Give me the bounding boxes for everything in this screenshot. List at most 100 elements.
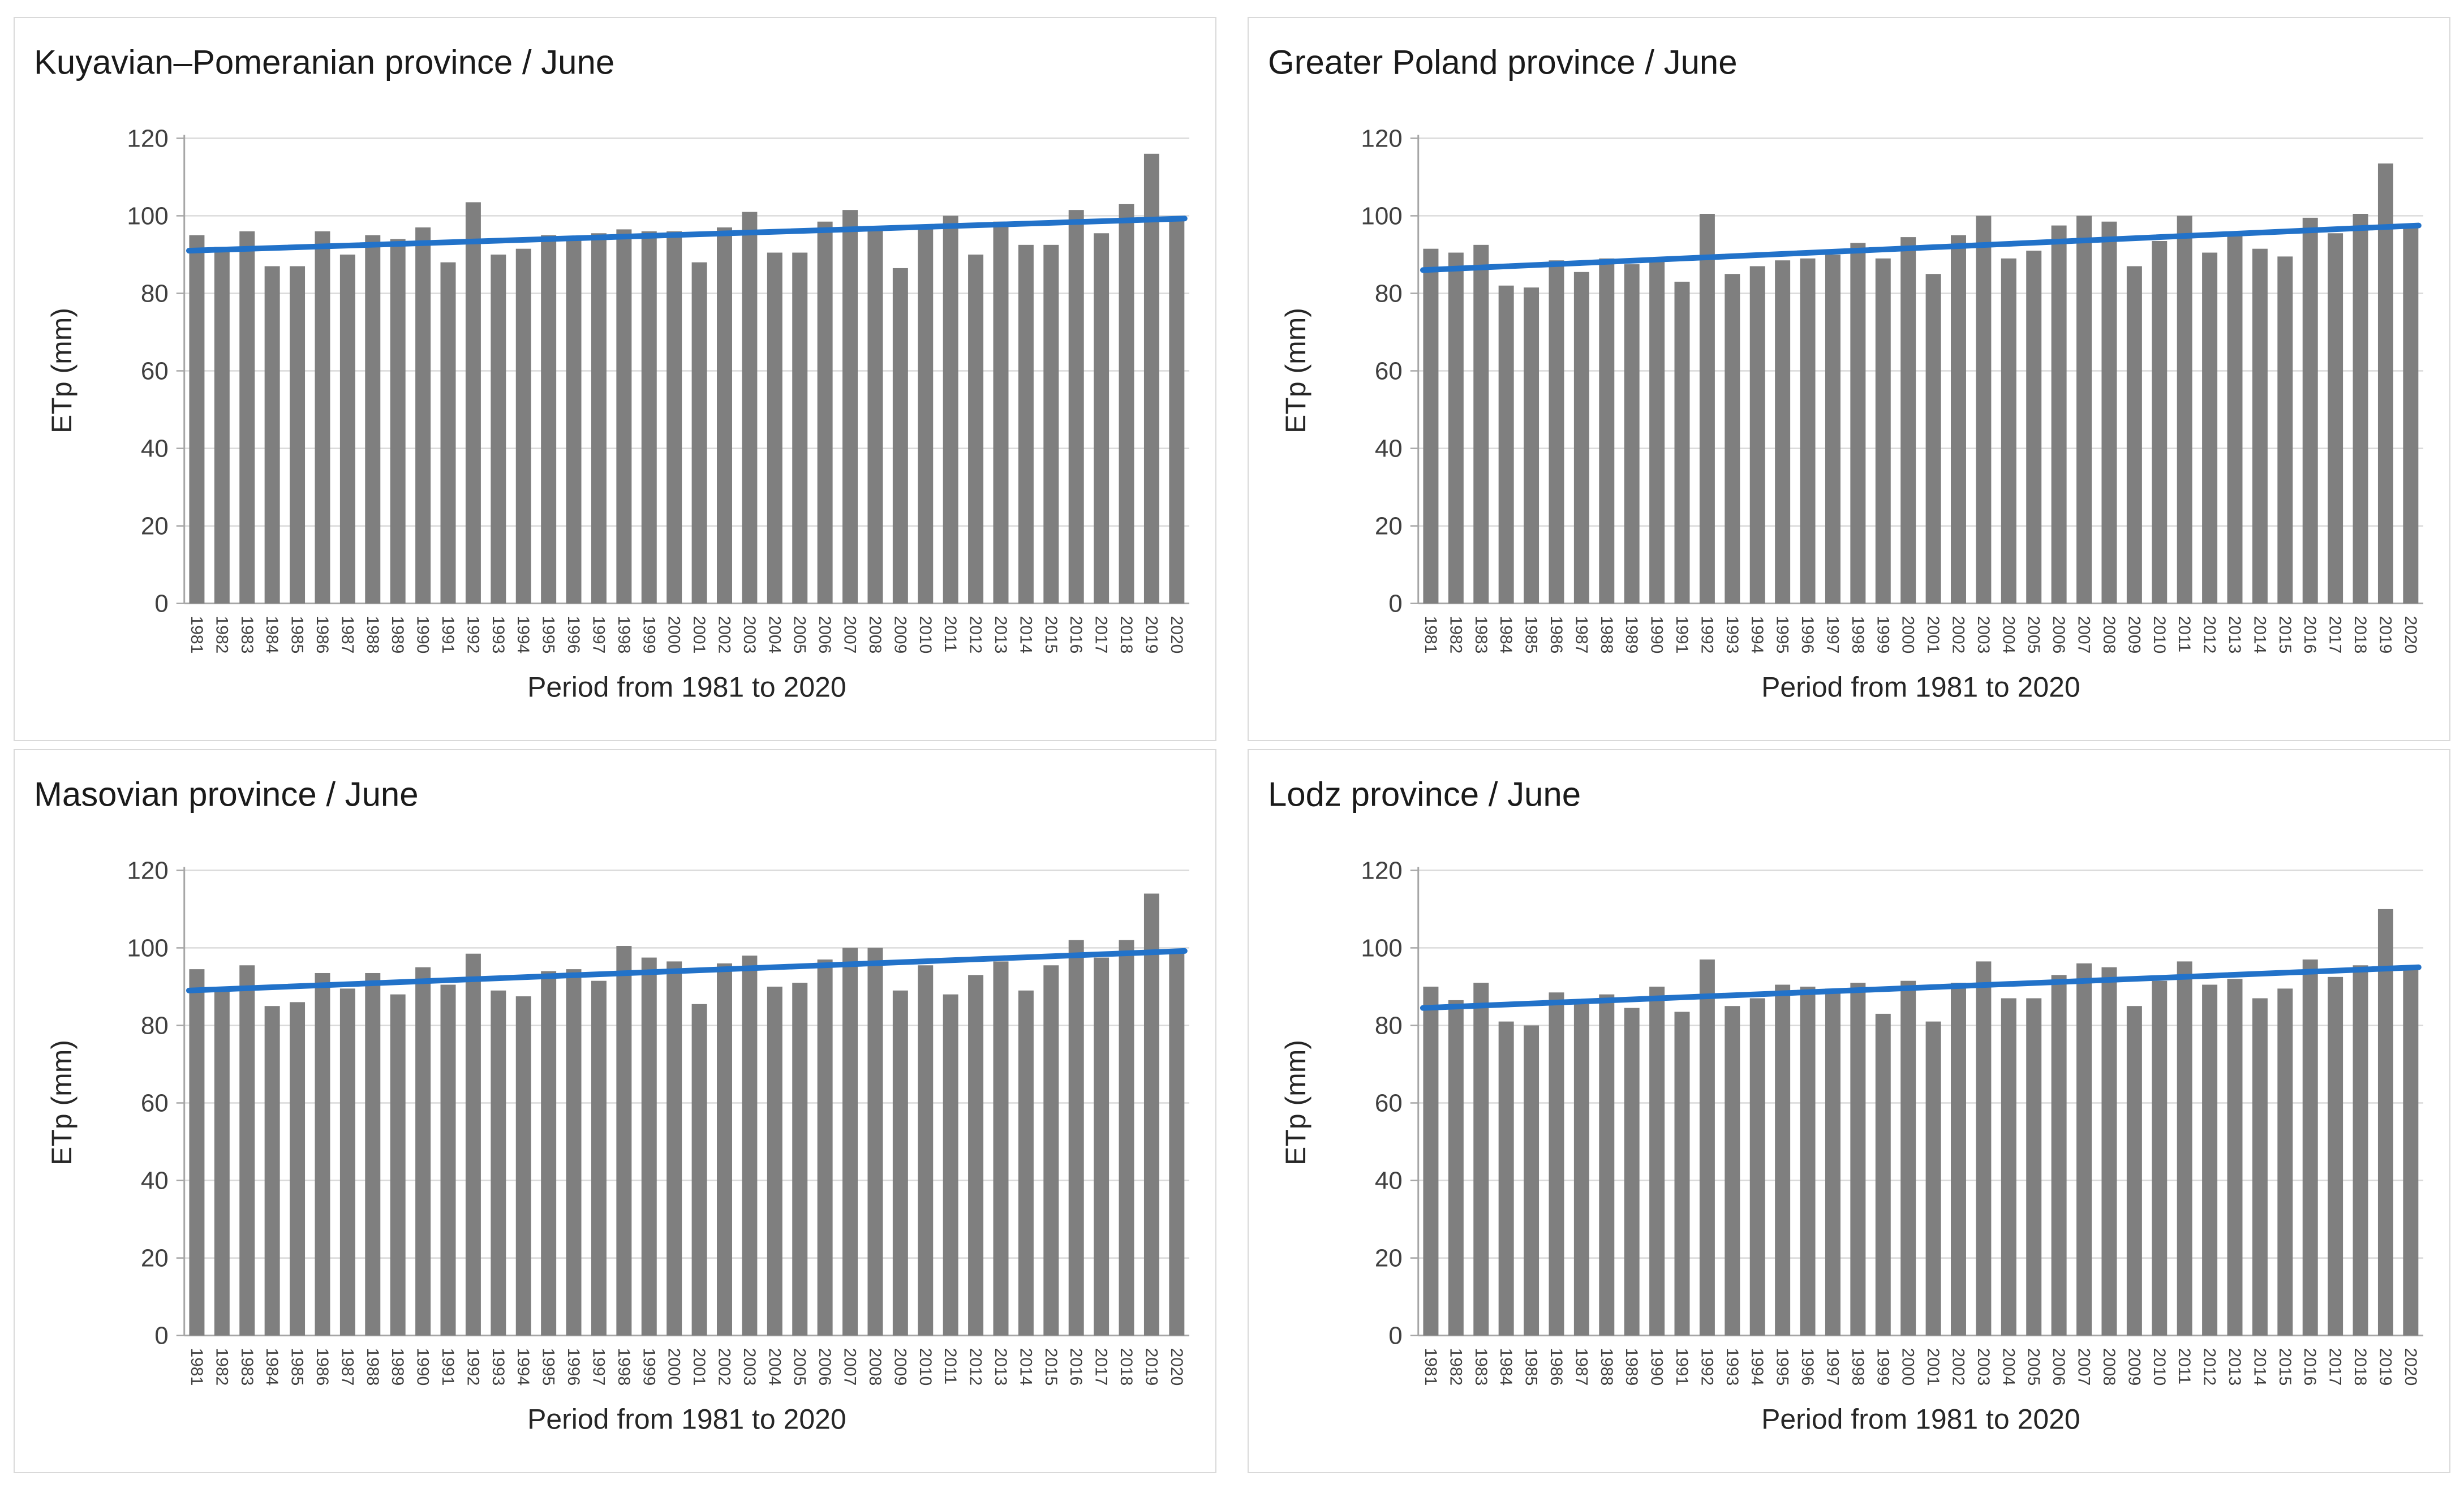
y-tick-label-120: 120 <box>127 857 168 884</box>
bar-2004 <box>2001 998 2016 1336</box>
bar-1988 <box>365 235 381 604</box>
bar-1999 <box>1875 258 1891 604</box>
x-tick-label-2015: 2015 <box>1042 616 1060 654</box>
x-tick-label-1983: 1983 <box>238 616 256 654</box>
x-tick-label-2019: 2019 <box>2376 616 2394 654</box>
bar-1994 <box>1749 998 1765 1336</box>
bar-1984 <box>264 1006 280 1336</box>
bar-2004 <box>767 986 782 1336</box>
trend-line <box>186 948 1188 993</box>
x-tick-label-1985: 1985 <box>288 616 307 654</box>
x-tick-label-2020: 2020 <box>1167 1348 1186 1386</box>
x-tick-label-2007: 2007 <box>841 1348 859 1386</box>
x-tick-label-2018: 2018 <box>1117 616 1136 654</box>
x-tick-label-1998: 1998 <box>1848 1348 1867 1386</box>
x-tick-label-2015: 2015 <box>2276 1348 2294 1386</box>
x-tick-label-2002: 2002 <box>1949 1348 1968 1386</box>
bar-1997 <box>1825 254 1841 604</box>
bar-1985 <box>290 1002 306 1336</box>
bar-1988 <box>1599 258 1615 604</box>
x-tick-label-2006: 2006 <box>815 616 834 654</box>
bar-1997 <box>591 233 607 604</box>
y-tick-label-120: 120 <box>1361 124 1402 152</box>
bar-2019 <box>1143 893 1159 1336</box>
bar-1995 <box>541 971 557 1336</box>
x-tick-label-1987: 1987 <box>338 1348 356 1386</box>
x-tick-label-1987: 1987 <box>1572 616 1590 654</box>
x-tick-label-2010: 2010 <box>2150 616 2169 654</box>
y-tick-label-20: 20 <box>1375 513 1403 540</box>
x-tick-label-2003: 2003 <box>740 1348 759 1386</box>
x-tick-label-2014: 2014 <box>2250 616 2269 654</box>
x-tick-label-2012: 2012 <box>2200 616 2219 654</box>
x-tick-label-2005: 2005 <box>790 616 809 654</box>
y-tick-label-80: 80 <box>141 1012 169 1039</box>
x-tick-label-1999: 1999 <box>639 1348 658 1386</box>
x-tick-label-2005: 2005 <box>2024 616 2043 654</box>
chart-title: Greater Poland province / June <box>1268 44 1738 81</box>
chart-title: Lodz province / June <box>1268 776 1581 814</box>
bar-1981 <box>189 969 205 1336</box>
x-tick-label-2011: 2011 <box>941 1348 960 1384</box>
bar-2005 <box>792 983 808 1336</box>
bar-2016 <box>1068 210 1084 604</box>
y-axis-title: ETp (mm) <box>1280 308 1311 433</box>
bar-2008 <box>867 948 883 1336</box>
bar-1982 <box>1448 252 1464 604</box>
y-axis-title: ETp (mm) <box>46 1040 78 1165</box>
x-tick-label-1984: 1984 <box>263 616 281 654</box>
x-tick-label-1989: 1989 <box>1622 616 1641 654</box>
bar-1988 <box>365 973 381 1336</box>
bar-1995 <box>541 235 557 604</box>
bar-1999 <box>1875 1013 1891 1336</box>
bar-2000 <box>666 961 682 1336</box>
bar-1993 <box>1725 274 1740 604</box>
x-tick-label-2004: 2004 <box>765 1348 784 1386</box>
bar-2017 <box>2328 233 2343 604</box>
bar-2007 <box>2076 216 2092 604</box>
x-tick-label-2019: 2019 <box>2376 1348 2394 1386</box>
x-tick-label-2000: 2000 <box>665 1348 683 1386</box>
x-tick-label-1987: 1987 <box>1572 1348 1590 1386</box>
x-tick-label-2011: 2011 <box>2175 1348 2194 1384</box>
bar-2017 <box>1094 957 1110 1336</box>
bar-2019 <box>1143 153 1159 604</box>
x-axis-title: Period from 1981 to 2020 <box>527 1403 846 1435</box>
y-tick-label-60: 60 <box>1375 357 1403 385</box>
trend-line <box>186 216 1188 254</box>
x-tick-label-1982: 1982 <box>1446 1348 1465 1386</box>
bar-1998 <box>616 229 632 604</box>
y-tick-label-20: 20 <box>141 1245 169 1272</box>
x-tick-label-2007: 2007 <box>2075 616 2093 654</box>
x-tick-label-1983: 1983 <box>238 1348 256 1386</box>
y-tick-label-40: 40 <box>141 435 169 463</box>
bar-2012 <box>2202 984 2218 1336</box>
x-tick-label-1994: 1994 <box>514 616 532 654</box>
bar-1997 <box>1825 988 1841 1336</box>
x-tick-label-1989: 1989 <box>388 1348 407 1386</box>
x-tick-label-1986: 1986 <box>1547 1348 1566 1386</box>
x-tick-label-2016: 2016 <box>1067 616 1085 654</box>
bar-2011 <box>2177 216 2192 604</box>
x-tick-label-1988: 1988 <box>363 616 382 654</box>
x-tick-label-1991: 1991 <box>438 1348 457 1386</box>
y-tick-label-120: 120 <box>1361 857 1402 884</box>
y-tick-label-100: 100 <box>1361 202 1402 230</box>
bar-1998 <box>1850 243 1866 604</box>
x-tick-label-1998: 1998 <box>1848 616 1867 654</box>
x-tick-label-2018: 2018 <box>2351 616 2370 654</box>
x-tick-label-1985: 1985 <box>1522 1348 1541 1386</box>
x-tick-label-2007: 2007 <box>2075 1348 2093 1386</box>
bar-1983 <box>239 965 255 1336</box>
x-tick-label-1981: 1981 <box>1421 1348 1440 1386</box>
bar-2010 <box>918 229 934 604</box>
bar-2013 <box>2227 233 2243 604</box>
bar-2008 <box>867 227 883 604</box>
x-tick-label-2012: 2012 <box>2200 1348 2219 1386</box>
bar-2010 <box>918 965 934 1336</box>
bar-1989 <box>1624 264 1640 604</box>
x-tick-label-2003: 2003 <box>740 616 759 654</box>
x-tick-label-2002: 2002 <box>715 1348 734 1386</box>
x-tick-label-2012: 2012 <box>966 616 985 654</box>
